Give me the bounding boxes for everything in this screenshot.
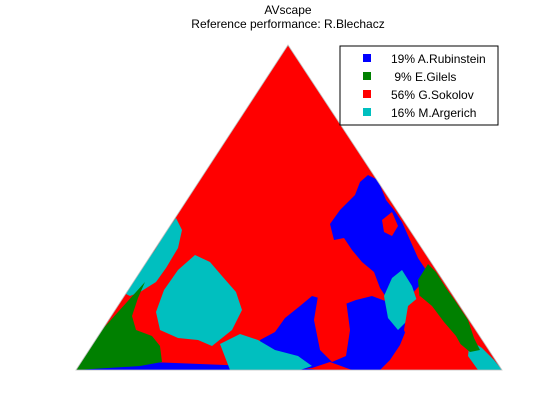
region-g-sokolov-pocket	[404, 296, 470, 370]
legend-label-m-argerich: 16% M.Argerich	[391, 106, 476, 120]
legend-label-g-sokolov: 56% G.Sokolov	[391, 88, 474, 102]
legend: 19% A.Rubinstein 9% E.Gilels 56% G.Sokol…	[339, 45, 499, 126]
legend-swatch-a-rubinstein	[363, 54, 371, 62]
chart-subtitle: Reference performance: R.Blechacz	[191, 17, 384, 31]
scape-regions	[76, 45, 502, 370]
region-g-sokolov-pocket	[314, 290, 350, 362]
region-m-argerich-lower	[220, 334, 312, 370]
region-e-gilels-left	[76, 282, 162, 370]
region-m-argerich-center	[156, 255, 242, 346]
legend-swatch-m-argerich	[363, 108, 371, 116]
legend-swatch-g-sokolov	[363, 90, 371, 98]
legend-label-e-gilels: 9% E.Gilels	[391, 70, 456, 84]
chart-title: AVscape	[264, 3, 311, 17]
legend-swatch-e-gilels	[363, 72, 371, 80]
region-e-gilels-right	[418, 264, 480, 352]
legend-label-a-rubinstein: 19% A.Rubinstein	[391, 52, 486, 66]
region-g-sokolov-pocket	[382, 212, 398, 236]
triangle-outline	[75, 44, 503, 371]
